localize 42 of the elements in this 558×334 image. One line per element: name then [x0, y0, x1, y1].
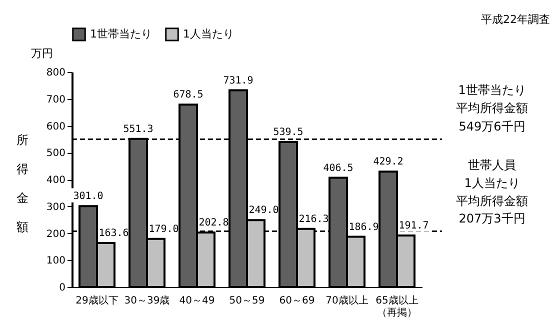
- data-label: 678.5: [173, 90, 204, 101]
- text: 1人当たり: [464, 176, 520, 190]
- y-tick-label: 400: [46, 175, 66, 186]
- data-label: 551.3: [123, 124, 154, 135]
- data-label: 539.5: [273, 127, 304, 138]
- text: 1世帯当たり: [458, 83, 526, 97]
- y-tick-label: 200: [46, 228, 66, 240]
- y-tick-label: 500: [46, 148, 66, 160]
- y-tick-label: 100: [46, 256, 66, 267]
- text: 世帯人員: [468, 158, 516, 172]
- legend-label: 1世帯当たり: [90, 27, 152, 40]
- data-label: 191.7: [398, 220, 429, 232]
- text: 平均所得金額: [456, 101, 528, 115]
- data-label: 179.0: [148, 224, 179, 235]
- x-tick-label: 29歳以下: [76, 294, 118, 306]
- x-tick-label: 60～69: [279, 296, 315, 306]
- data-label: 186.9: [348, 222, 379, 233]
- text: 所得金額: [16, 133, 28, 234]
- y-tick-label: 300: [46, 202, 66, 213]
- data-label: 216.3: [298, 214, 329, 225]
- data-label: 429.2: [373, 156, 404, 168]
- data-label: 406.5: [323, 162, 354, 174]
- x-tick-label: 70歳以上: [326, 294, 368, 306]
- y-tick-label: 700: [46, 94, 66, 106]
- data-label: 301.0: [73, 191, 104, 202]
- x-tick-label: 30～39歳: [124, 294, 170, 306]
- text: 平均所得金額: [456, 194, 528, 208]
- ref-line-label: 549万6千円: [458, 119, 526, 134]
- text: 平成22年調査: [481, 13, 550, 26]
- x-tick-label: 50～59: [229, 296, 265, 306]
- data-label: 202.8: [198, 217, 229, 228]
- data-label: 163.6: [98, 228, 129, 240]
- y-tick-label: 600: [46, 121, 66, 132]
- x-tick-label: 65歳以上（再掲）: [376, 294, 418, 318]
- y-tick-label: 0: [59, 282, 66, 294]
- legend-label: 1人当たり: [183, 27, 234, 40]
- y-tick-label: 800: [46, 68, 66, 78]
- data-label: 731.9: [223, 75, 254, 86]
- text: 万円: [31, 47, 53, 60]
- x-tick-label: 40～49: [179, 296, 215, 306]
- data-label: 249.0: [248, 205, 279, 216]
- ref-line-label: 207万3千円: [458, 211, 526, 226]
